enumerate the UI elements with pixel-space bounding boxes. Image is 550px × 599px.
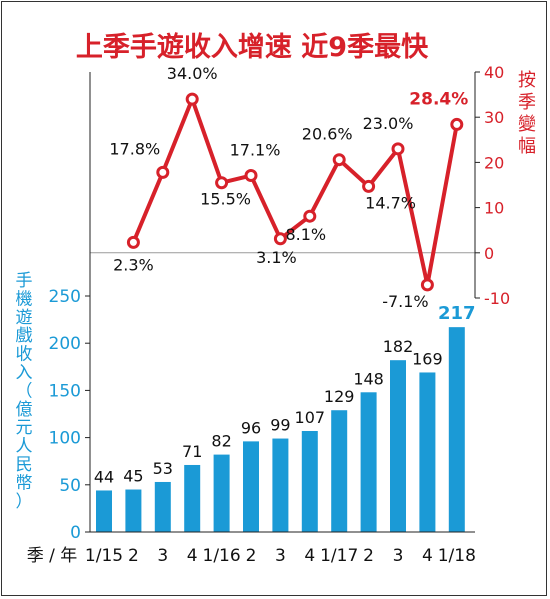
line-point (450, 117, 464, 131)
line-value-label: 17.8% (109, 139, 160, 158)
bar (301, 430, 318, 532)
line-point (185, 92, 199, 106)
line-point (332, 153, 346, 167)
line-ylabel-char: 按 (518, 70, 536, 91)
bar (448, 327, 465, 532)
line-series (131, 97, 459, 287)
x-tick-label: 2 (363, 546, 374, 566)
bar-value-label: 182 (383, 337, 414, 356)
bar (213, 454, 230, 532)
line-value-label: 14.7% (365, 193, 416, 212)
bar (331, 410, 348, 532)
x-axis-prefix: 季 / 年 (27, 546, 78, 566)
line-ylabel-char: 幅 (518, 136, 536, 157)
bar (419, 372, 436, 532)
bar-ytick-label: 0 (70, 523, 81, 543)
line-value-label: 20.6% (302, 125, 353, 144)
line-value-label: 3.1% (256, 248, 297, 267)
bar (390, 360, 406, 532)
bar-ylabel-char: 億 (16, 400, 33, 420)
line-ylabel-char: 季 (518, 92, 536, 113)
x-tick-label: 2 (246, 546, 257, 566)
line-point (126, 235, 140, 249)
bar-value-label: 82 (211, 432, 231, 451)
bar-ytick-label: 200 (49, 334, 81, 354)
x-tick-label: 1/17 (320, 546, 358, 566)
line-ytick-label: -10 (484, 289, 510, 308)
x-tick-label: 3 (157, 546, 168, 566)
bar (184, 464, 201, 532)
line-point (391, 142, 405, 156)
bar-ytick-label: 250 (49, 287, 81, 307)
bar (125, 489, 142, 532)
bar-ytick-label: 50 (59, 476, 81, 496)
bar-value-label: 53 (153, 459, 173, 478)
line-value-label: 2.3% (113, 255, 154, 274)
line-value-label: 17.1% (230, 141, 281, 160)
bar-ylabel-char: 入 (16, 363, 33, 383)
line-point (273, 232, 287, 246)
x-tick-label: 4 (304, 546, 315, 566)
bar-value-label: 99 (270, 416, 290, 435)
bar-ylabel-char: 幣 (16, 473, 33, 493)
x-tick-label: 2 (128, 546, 139, 566)
line-ylabel-char: 變 (518, 114, 536, 135)
line-value-label: -7.1% (382, 292, 428, 311)
line-point (303, 209, 317, 223)
bar-value-label: 217 (438, 303, 476, 324)
x-tick-label: 1/15 (85, 546, 123, 566)
bar-ylabel-char: 手 (16, 271, 33, 291)
bar-value-label: 148 (353, 369, 384, 388)
bar (154, 481, 171, 532)
x-tick-label: 4 (422, 546, 433, 566)
bar (96, 490, 112, 532)
line-point (420, 278, 434, 292)
line-ytick-label: 40 (484, 63, 504, 82)
line-ytick-label: 20 (484, 153, 504, 172)
bar-value-label: 129 (324, 387, 355, 406)
line-point (156, 165, 170, 179)
bar-value-label: 107 (295, 408, 326, 427)
bar (243, 441, 259, 532)
line-ytick-label: 30 (484, 108, 504, 127)
x-tick-label: 3 (393, 546, 404, 566)
bar-ytick-label: 100 (49, 429, 81, 449)
line-value-label: 28.4% (409, 89, 468, 109)
chart-title: 上季手遊收入增速 近9季最快 (76, 31, 429, 63)
line-ytick-label: 10 (484, 199, 504, 218)
bar-value-label: 44 (94, 467, 114, 486)
line-point (244, 169, 258, 183)
line-value-label: 23.0% (363, 114, 414, 133)
bar-ylabel-char: 機 (16, 289, 33, 309)
bar-ytick-label: 150 (49, 381, 81, 401)
line-value-label: 34.0% (167, 64, 218, 83)
bar-ylabel-char: 元 (16, 418, 33, 438)
bar-value-label: 71 (182, 442, 202, 461)
line-ytick-label: 0 (484, 244, 494, 263)
bar-ylabel-char: 遊 (16, 308, 33, 328)
bar-ylabel-char: 戲 (16, 326, 33, 346)
x-tick-label: 3 (275, 546, 286, 566)
bar (272, 438, 289, 532)
line-value-label: 8.1% (285, 225, 326, 244)
bar-value-label: 45 (123, 467, 143, 486)
line-point (215, 176, 229, 190)
line-point (362, 179, 376, 193)
x-tick-label: 1/18 (438, 546, 476, 566)
bar-ylabel-char: 收 (16, 345, 33, 365)
x-tick-label: 4 (187, 546, 198, 566)
bar-ylabel-char: 人 (16, 437, 33, 457)
bar-value-label: 96 (241, 418, 261, 437)
bar-value-label: 169 (412, 349, 443, 368)
bar-ylabel-char: ） (16, 492, 33, 512)
bar-ylabel-char: （ (16, 381, 33, 401)
bar (360, 392, 377, 532)
line-value-label: 15.5% (200, 190, 251, 209)
x-tick-label: 1/16 (203, 546, 241, 566)
bar-ylabel-char: 民 (16, 455, 33, 475)
